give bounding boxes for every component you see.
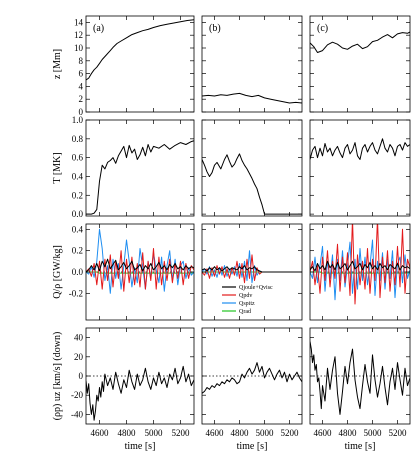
panel-frame [309, 119, 411, 217]
y-tick-label: 0.0 [72, 209, 84, 219]
series-pdv-a [86, 248, 194, 292]
y-tick-label: 0.6 [72, 153, 84, 163]
panel-Q-c [309, 223, 411, 321]
y-tick-label: 0.0 [72, 267, 84, 277]
y-tick-label: 0.8 [72, 134, 84, 144]
panel-frame [309, 15, 411, 113]
y-tick-label: 14 [74, 17, 84, 27]
legend-label: Qrad [239, 309, 251, 315]
y-tick-label: 40 [74, 333, 84, 343]
series-joule-b [202, 265, 302, 273]
series-uz-b [202, 362, 302, 394]
x-tick-label: 4600 [314, 428, 333, 438]
y-tick-label: 0.2 [72, 246, 83, 256]
y-tick-label: 2 [79, 94, 84, 104]
y-tick-label: 0.4 [72, 171, 84, 181]
series-joule-c [310, 260, 410, 272]
panel-frame [85, 15, 195, 113]
y-tick-label: 1.0 [72, 115, 84, 125]
y-axis-label: T [MK] [52, 152, 63, 183]
x-tick-label: 5000 [256, 428, 275, 438]
panel-T-c [309, 119, 411, 217]
legend-label: Qjoule+Qvisc [239, 285, 273, 291]
panel-uz-b: 4600 4800 5000 5200 time [s] [201, 327, 303, 452]
x-tick-label: 5000 [145, 428, 164, 438]
panel-frame [201, 15, 303, 113]
series-T-c [310, 138, 410, 160]
y-axis-label: (ρp) uz [km/s] (down) [52, 332, 63, 421]
y-tick-label: 20 [74, 352, 84, 362]
series-T-b [202, 153, 302, 215]
series-pdv-c [310, 224, 410, 305]
panel-tag: (c) [317, 23, 328, 34]
y-tick-label: -0.2 [69, 288, 83, 298]
panel-uz-a: -40 -20 0 20 40 (ρp) uz [km/s] (down) 4600 4800… [52, 327, 195, 452]
x-axis-label: time [s] [125, 441, 156, 452]
panel-T-a: 0.0 0.2 0.4 0.6 0.8 1.0 T [MK] [52, 115, 195, 219]
panel-z-b: (b) [201, 15, 303, 113]
series-z-c [310, 31, 410, 53]
series-uz-a [86, 365, 194, 421]
y-tick-label: 0.4 [72, 224, 84, 234]
x-tick-label: 4600 [206, 428, 225, 438]
x-tick-label: 4600 [91, 428, 110, 438]
x-tick-label: 4800 [118, 428, 137, 438]
panel-uz-c: 4600 4800 5000 5200 time [s] [309, 327, 411, 452]
x-axis-label: time [s] [237, 441, 268, 452]
x-tick-label: 5200 [389, 428, 408, 438]
y-tick-label: 8 [79, 56, 84, 66]
panel-z-c: (c) [309, 15, 411, 113]
y-tick-label: 0 [79, 107, 84, 117]
y-axis-label: Q/ρ [GW/kg] [52, 245, 63, 299]
panel-frame [201, 119, 303, 217]
y-tick-label: 6 [79, 69, 84, 79]
y-tick-label: 0.2 [72, 190, 83, 200]
y-tick-label: 0 [79, 371, 84, 381]
x-tick-label: 5000 [364, 428, 383, 438]
x-tick-label: 4800 [231, 428, 250, 438]
series-uz-c [310, 341, 410, 415]
x-tick-label: 4800 [339, 428, 358, 438]
series-z-b [202, 92, 302, 104]
legend: Qjoule+Qvisc Qpdv Qspitz Qrad [222, 285, 273, 315]
y-tick-label: 12 [74, 30, 83, 40]
legend-label: Qpdv [239, 293, 252, 299]
panel-T-b [201, 119, 303, 217]
series-z-a [86, 19, 194, 81]
series-T-a [86, 140, 194, 215]
panel-frame [85, 119, 195, 217]
panel-tag: (b) [209, 23, 221, 34]
x-tick-label: 5200 [281, 428, 300, 438]
panel-Q-a: -0.2 0.0 0.2 0.4 Q/ρ [GW/kg] [52, 223, 195, 321]
y-axis-label: z [Mm] [52, 49, 63, 79]
y-tick-label: -20 [71, 390, 83, 400]
series-joule-a [86, 258, 194, 273]
y-tick-label: 10 [74, 43, 84, 53]
x-axis-label: time [s] [345, 441, 376, 452]
y-tick-label: 4 [79, 81, 84, 91]
y-tick-label: -40 [71, 409, 83, 419]
x-tick-label: 5200 [172, 428, 191, 438]
panel-z-a: 0 2 4 6 8 10 12 14 z [Mm] (a) [52, 15, 195, 117]
legend-label: Qspitz [239, 301, 255, 307]
panel-tag: (a) [93, 23, 104, 34]
panel-Q-b [201, 223, 303, 321]
